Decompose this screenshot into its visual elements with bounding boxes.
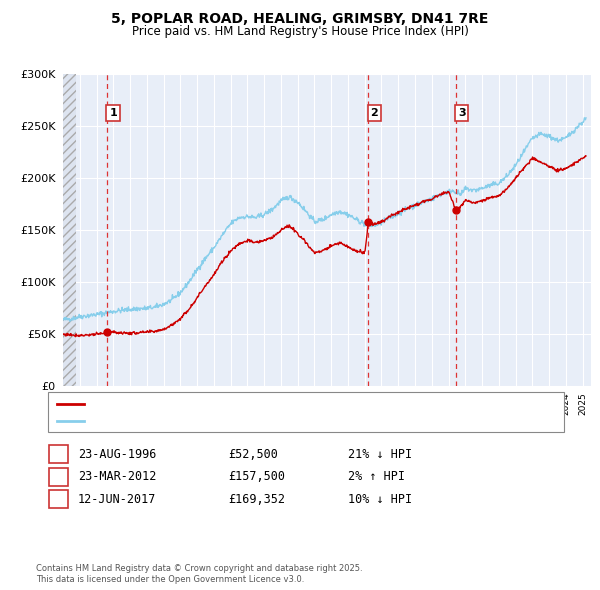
Text: 12-JUN-2017: 12-JUN-2017 xyxy=(78,493,157,506)
Text: £157,500: £157,500 xyxy=(228,470,285,483)
Text: Price paid vs. HM Land Registry's House Price Index (HPI): Price paid vs. HM Land Registry's House … xyxy=(131,25,469,38)
Text: 2: 2 xyxy=(55,470,63,483)
Text: 5, POPLAR ROAD, HEALING, GRIMSBY, DN41 7RE: 5, POPLAR ROAD, HEALING, GRIMSBY, DN41 7… xyxy=(112,12,488,26)
Text: 23-AUG-1996: 23-AUG-1996 xyxy=(78,448,157,461)
Text: HPI: Average price, detached house, North East Lincolnshire: HPI: Average price, detached house, Nort… xyxy=(89,415,403,425)
Text: 3: 3 xyxy=(55,493,63,506)
Text: 10% ↓ HPI: 10% ↓ HPI xyxy=(348,493,412,506)
Text: 5, POPLAR ROAD, HEALING, GRIMSBY, DN41 7RE (detached house): 5, POPLAR ROAD, HEALING, GRIMSBY, DN41 7… xyxy=(89,399,436,409)
Text: 23-MAR-2012: 23-MAR-2012 xyxy=(78,470,157,483)
Bar xyxy=(63,74,76,386)
Text: £52,500: £52,500 xyxy=(228,448,278,461)
Text: 21% ↓ HPI: 21% ↓ HPI xyxy=(348,448,412,461)
Text: 2% ↑ HPI: 2% ↑ HPI xyxy=(348,470,405,483)
Text: 1: 1 xyxy=(109,108,117,118)
Text: Contains HM Land Registry data © Crown copyright and database right 2025.: Contains HM Land Registry data © Crown c… xyxy=(36,565,362,573)
Text: 3: 3 xyxy=(458,108,466,118)
Text: 1: 1 xyxy=(55,448,63,461)
Text: This data is licensed under the Open Government Licence v3.0.: This data is licensed under the Open Gov… xyxy=(36,575,304,584)
Text: 2: 2 xyxy=(370,108,378,118)
Text: £169,352: £169,352 xyxy=(228,493,285,506)
